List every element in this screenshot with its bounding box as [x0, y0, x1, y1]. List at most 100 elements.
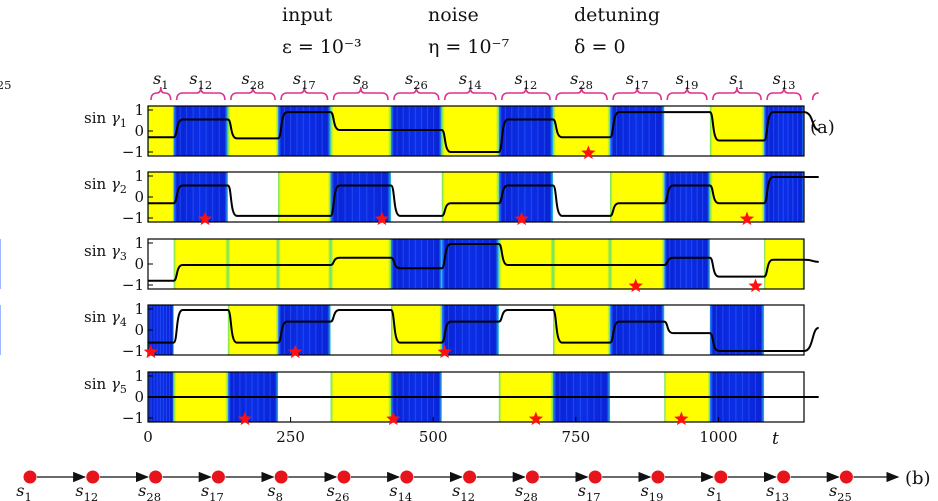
chain-node-label: s26	[327, 481, 350, 501]
y-axis-label: sin γ3	[84, 242, 127, 263]
chain-node	[588, 470, 602, 484]
chain-node-label: s17	[201, 481, 224, 501]
segment-band	[278, 106, 331, 156]
event-star	[581, 145, 596, 160]
x-tick-label: 1000	[699, 428, 737, 446]
segment-label: s28	[242, 69, 265, 92]
segment-label: s19	[676, 69, 699, 92]
segment-band	[330, 172, 392, 222]
chain-node-label: s28	[515, 481, 538, 501]
event-star	[739, 211, 755, 226]
segment-band	[441, 172, 499, 222]
segment-band	[391, 106, 442, 156]
segment-band	[610, 305, 665, 355]
segment-band	[391, 305, 442, 355]
segment-band	[330, 106, 392, 156]
chain-node	[651, 470, 665, 484]
segment-brace	[280, 86, 329, 101]
segment-band	[278, 305, 331, 355]
segment-brace	[712, 86, 762, 101]
panel-tag-b: (b)	[905, 468, 931, 489]
x-axis-label: t	[772, 429, 779, 449]
chain-node-label: s12	[452, 481, 475, 501]
panel-5: −1 0 1 sin γ5	[84, 367, 819, 427]
segment-band	[664, 172, 710, 222]
segment-label: s28	[570, 69, 593, 92]
segment-brace	[501, 86, 551, 101]
header-detuning-value: δ = 0	[574, 36, 626, 58]
chain-node-label: s12	[75, 481, 98, 501]
header-detuning-label: detuning	[574, 4, 660, 26]
segment-band	[173, 239, 228, 289]
chain-node	[400, 470, 414, 484]
segment-band	[610, 172, 665, 222]
y-tick-label: 1	[134, 300, 144, 318]
trace-line	[148, 111, 820, 153]
y-tick-label: 0	[134, 122, 144, 140]
segment-band	[610, 239, 665, 289]
chain-node	[23, 470, 37, 484]
chain-node	[463, 470, 477, 484]
segment-brace	[811, 92, 819, 101]
segment-brace	[555, 86, 608, 101]
segment-band	[610, 106, 665, 156]
segment-band	[709, 172, 765, 222]
trace-line	[148, 309, 820, 352]
x-tick-label: 250	[276, 428, 305, 446]
chain-node-label: s8	[267, 481, 283, 501]
segment-band	[498, 239, 554, 289]
chain-node-label: s1	[16, 481, 32, 501]
segment-brace	[666, 86, 708, 101]
segment-band	[664, 239, 710, 289]
segment-band	[553, 239, 611, 289]
y-tick-label: 1	[134, 367, 144, 385]
segment-label: s17	[293, 69, 316, 92]
segment-band	[173, 172, 228, 222]
segment-band	[278, 172, 331, 222]
panel-3: −1 0 1 sin γ3	[0, 234, 819, 294]
y-tick-label: 0	[134, 388, 144, 406]
y-axis-label: sin γ5	[84, 375, 127, 396]
chain-node	[211, 470, 225, 484]
y-axis-label: sin γ2	[84, 175, 127, 196]
segment-band	[764, 239, 804, 289]
chain-node-label: s1	[707, 481, 723, 501]
event-star	[143, 344, 158, 359]
chain-node	[86, 470, 100, 484]
header-noise-label: noise	[428, 4, 479, 26]
segment-brace	[766, 86, 802, 101]
segment-brace	[393, 86, 440, 101]
event-star	[528, 411, 543, 426]
segment-band	[227, 239, 279, 289]
segment-label: s12	[514, 69, 537, 92]
segment-band	[441, 239, 499, 289]
chain-node-label: s13	[766, 481, 789, 501]
panel-1: −1 0 1 sin γ1	[84, 101, 820, 161]
event-star	[628, 278, 643, 293]
panel-2: −1 0 1 sin γ2	[84, 167, 819, 227]
header-input-value: ε = 10⁻³	[282, 36, 362, 58]
y-tick-label: −1	[122, 276, 144, 294]
panel-tag-a: (a)	[810, 117, 835, 138]
segment-label: s1	[729, 69, 745, 92]
event-star	[288, 344, 303, 359]
panel-4: −1 0 1 sin γ4	[0, 300, 820, 360]
chain-node-label: s28	[138, 481, 161, 501]
segment-band	[330, 239, 392, 289]
y-tick-label: 1	[134, 101, 144, 119]
chain-node	[337, 470, 351, 484]
chain-node	[274, 470, 288, 484]
header-noise-value: η = 10⁻⁷	[428, 36, 510, 58]
chain-node	[777, 470, 791, 484]
y-tick-label: 1	[134, 234, 144, 252]
event-star	[374, 211, 389, 226]
event-star	[197, 211, 213, 226]
segment-label: s26	[405, 69, 428, 92]
segment-band	[553, 106, 611, 156]
segment-band	[441, 305, 499, 355]
segment-brace	[443, 86, 497, 101]
y-tick-label: −1	[122, 342, 144, 360]
x-tick-label: 750	[562, 428, 591, 446]
segment-band	[498, 172, 554, 222]
